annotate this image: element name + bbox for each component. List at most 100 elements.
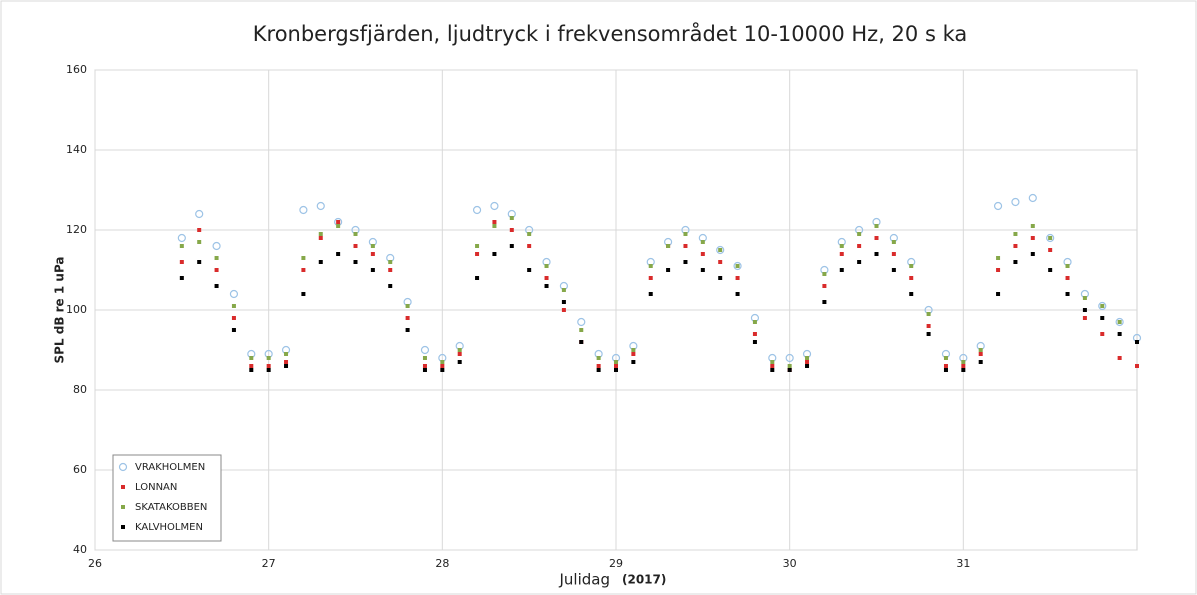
y-tick-label: 100 — [66, 303, 87, 316]
point — [978, 352, 983, 356]
point — [1100, 332, 1105, 336]
point — [544, 284, 549, 288]
x-tick-label: 30 — [783, 557, 797, 570]
point — [596, 364, 601, 368]
point — [1046, 233, 1055, 243]
point — [353, 260, 358, 264]
point — [996, 292, 1001, 296]
point — [301, 292, 306, 296]
point — [978, 348, 983, 352]
point — [857, 244, 862, 248]
point — [353, 244, 358, 248]
point — [1030, 236, 1035, 240]
point — [909, 264, 914, 268]
point — [735, 276, 740, 280]
point — [1117, 356, 1122, 360]
point — [909, 292, 914, 296]
point — [770, 364, 775, 368]
point — [718, 260, 723, 264]
point — [648, 264, 653, 268]
point — [857, 260, 862, 264]
point — [839, 244, 844, 248]
point — [614, 368, 618, 372]
point — [631, 352, 636, 356]
point — [1098, 301, 1107, 311]
point — [336, 220, 341, 224]
point — [891, 240, 896, 244]
legend-marker — [121, 485, 125, 489]
point — [785, 353, 794, 363]
point — [1082, 308, 1087, 312]
point — [735, 292, 740, 296]
legend-marker — [118, 462, 128, 472]
point — [318, 260, 323, 264]
point — [648, 292, 653, 296]
point — [993, 201, 1003, 211]
point — [596, 368, 601, 372]
point — [1028, 193, 1037, 203]
point — [683, 232, 688, 236]
point — [336, 252, 341, 256]
point — [440, 360, 445, 364]
point — [770, 368, 775, 372]
point — [284, 352, 289, 356]
point — [440, 368, 445, 372]
point — [422, 356, 427, 360]
point — [1117, 332, 1122, 336]
point — [214, 284, 219, 288]
y-tick-label: 40 — [73, 543, 87, 556]
point — [1065, 292, 1070, 296]
point — [961, 364, 966, 368]
point — [318, 232, 323, 236]
point — [492, 252, 497, 256]
point — [318, 236, 323, 240]
point — [544, 276, 549, 280]
point — [197, 260, 202, 264]
point — [179, 260, 184, 264]
point — [996, 256, 1001, 260]
point — [231, 328, 236, 332]
point — [1065, 264, 1070, 268]
point — [266, 356, 271, 360]
point — [1082, 316, 1087, 320]
point — [1135, 340, 1139, 344]
point — [1013, 232, 1018, 236]
point — [666, 268, 671, 272]
point — [874, 236, 879, 240]
point — [822, 284, 827, 288]
point — [561, 308, 566, 312]
point — [1082, 296, 1087, 300]
point — [212, 241, 221, 251]
point — [301, 256, 306, 260]
point — [472, 205, 482, 215]
point — [961, 360, 966, 364]
point — [440, 364, 445, 368]
legend-box — [112, 454, 222, 542]
point — [249, 368, 254, 372]
point — [805, 364, 810, 368]
point — [527, 268, 532, 272]
point — [666, 244, 671, 248]
point — [1135, 364, 1139, 368]
point — [700, 268, 705, 272]
point — [388, 260, 393, 264]
point — [284, 360, 289, 364]
point — [457, 352, 462, 356]
point — [683, 260, 688, 264]
y-tick-label: 60 — [73, 463, 87, 476]
point — [457, 360, 462, 364]
point — [891, 252, 896, 256]
point — [177, 233, 186, 243]
point — [490, 201, 499, 211]
point — [527, 244, 532, 248]
y-tick-label: 140 — [66, 143, 87, 156]
point — [874, 252, 879, 256]
point — [509, 244, 514, 248]
point — [614, 364, 618, 368]
point — [475, 276, 480, 280]
point — [301, 268, 306, 272]
point — [787, 364, 792, 368]
point — [579, 340, 584, 344]
point — [544, 264, 549, 268]
point — [231, 316, 236, 320]
